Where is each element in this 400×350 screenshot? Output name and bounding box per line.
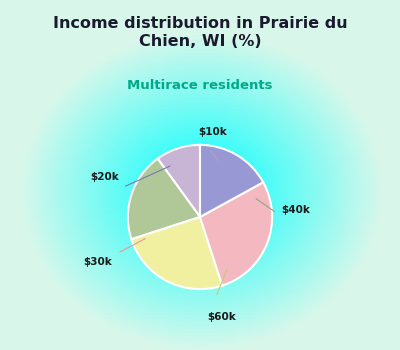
Text: Multirace residents: Multirace residents: [127, 79, 273, 92]
Text: $60k: $60k: [207, 312, 236, 322]
Text: $10k: $10k: [199, 127, 227, 137]
Wedge shape: [200, 182, 272, 286]
Wedge shape: [200, 145, 263, 217]
Text: Income distribution in Prairie du
Chien, WI (%): Income distribution in Prairie du Chien,…: [53, 16, 347, 49]
Wedge shape: [132, 217, 222, 289]
Wedge shape: [158, 145, 200, 217]
Text: $30k: $30k: [83, 257, 112, 267]
Wedge shape: [128, 159, 200, 239]
Text: $40k: $40k: [281, 205, 310, 215]
Text: $20k: $20k: [90, 172, 119, 182]
